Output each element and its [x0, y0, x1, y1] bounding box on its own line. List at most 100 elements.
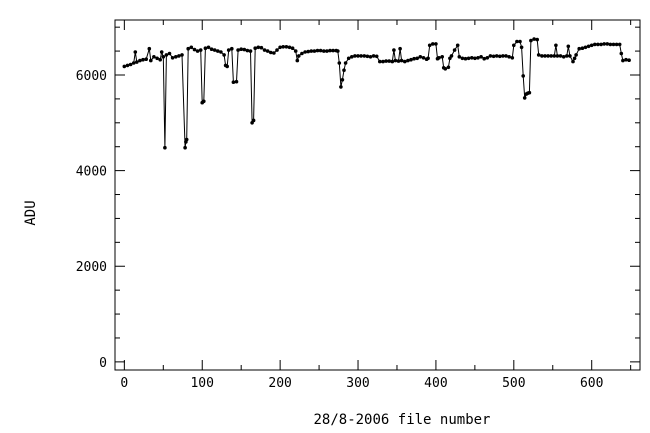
data-point: [371, 54, 376, 58]
data-point: [446, 65, 451, 70]
data-point: [463, 56, 468, 61]
data-point: [619, 51, 624, 56]
data-point: [398, 46, 402, 51]
data-point: [195, 49, 200, 53]
data-point: [596, 42, 600, 47]
data-point: [225, 64, 229, 69]
data-point: [387, 59, 392, 63]
data-point: [485, 56, 490, 60]
data-point: [393, 58, 398, 63]
data-point: [216, 49, 220, 53]
data-point: [466, 56, 471, 61]
data-point: [125, 63, 130, 68]
x-tick-label: 100: [190, 376, 213, 391]
x-tick-label: 300: [346, 376, 369, 391]
x-tick-labels: 0 100 200 300 400 500 600: [120, 376, 603, 391]
data-point: [135, 60, 139, 64]
data-point: [621, 58, 625, 63]
data-point: [206, 45, 211, 50]
data-point: [431, 42, 435, 46]
data-point: [231, 80, 236, 84]
data-point: [605, 42, 610, 46]
data-points: [122, 37, 631, 150]
data-point: [532, 37, 536, 41]
data-point: [501, 54, 505, 58]
data-point: [339, 85, 343, 89]
data-point: [362, 54, 367, 58]
y-tick-label: 0: [99, 356, 107, 371]
data-point: [222, 53, 226, 57]
data-point: [342, 68, 346, 72]
data-point: [426, 56, 430, 61]
data-point: [519, 45, 524, 50]
data-point: [315, 48, 320, 53]
data-point: [540, 54, 544, 58]
data-point: [415, 56, 420, 61]
y-tick-label: 4000: [76, 165, 107, 180]
data-point: [306, 49, 311, 54]
data-point: [278, 45, 282, 50]
data-point: [392, 48, 396, 52]
data-point: [170, 56, 175, 60]
data-point: [147, 46, 152, 51]
data-point: [555, 54, 560, 58]
data-point: [269, 50, 273, 55]
data-point: [378, 59, 382, 64]
data-point: [574, 53, 578, 57]
data-point: [504, 54, 508, 58]
data-point: [515, 39, 519, 44]
data-point: [163, 145, 167, 150]
y-tick-labels: 0 2000 4000 6000: [76, 69, 107, 371]
data-point: [155, 56, 159, 61]
data-point: [141, 57, 145, 62]
data-point: [443, 67, 448, 71]
data-point: [455, 43, 460, 48]
data-point: [230, 46, 234, 51]
y-axis-label: ADU: [23, 200, 39, 225]
data-point: [226, 48, 231, 52]
data-point: [265, 49, 270, 53]
data-point: [180, 53, 184, 57]
data-point: [566, 44, 571, 49]
data-point: [144, 57, 148, 61]
data-point: [599, 42, 603, 47]
data-point: [384, 59, 388, 63]
data-point: [536, 53, 541, 57]
data-point: [343, 61, 348, 65]
data-point: [167, 51, 172, 56]
data-point: [409, 57, 413, 62]
data-point: [272, 51, 276, 55]
data-point: [403, 59, 407, 64]
data-point: [293, 49, 298, 53]
data-point: [510, 56, 515, 60]
data-point: [290, 46, 295, 50]
x-tick-label: 400: [424, 376, 447, 391]
x-tick-label: 0: [120, 376, 128, 391]
data-point: [350, 55, 354, 59]
data-point: [287, 45, 292, 50]
data-point: [452, 48, 457, 52]
data-point: [295, 58, 300, 63]
data-point: [325, 49, 329, 53]
data-point: [174, 55, 178, 59]
plot-frame: [114, 19, 641, 371]
data-point: [473, 56, 477, 61]
data-point: [164, 53, 169, 57]
data-point: [128, 62, 133, 67]
data-point: [183, 145, 187, 150]
data-point: [152, 55, 156, 59]
data-point: [580, 46, 585, 50]
data-point: [236, 48, 240, 52]
data-point: [507, 55, 511, 59]
data-point: [565, 54, 569, 58]
data-point: [253, 46, 257, 50]
data-point: [337, 61, 342, 65]
data-point: [122, 64, 127, 69]
data-point: [418, 55, 423, 59]
data-point: [256, 45, 261, 50]
data-point: [583, 45, 588, 50]
data-point: [518, 39, 522, 44]
data-point: [611, 42, 616, 47]
data-point: [318, 48, 323, 53]
